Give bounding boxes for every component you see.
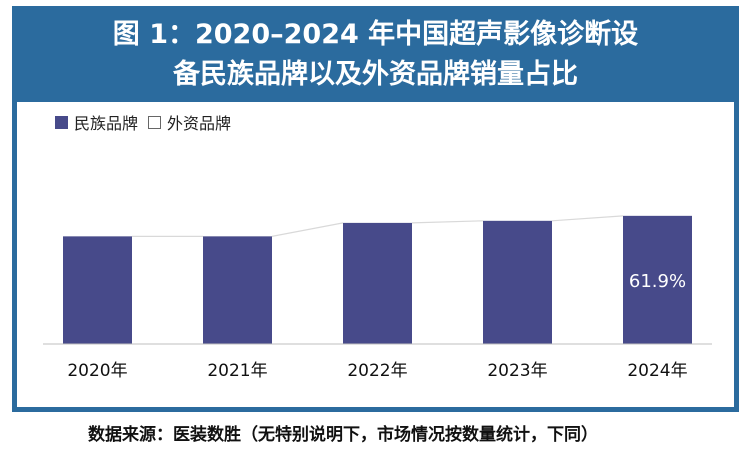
bar-foreign-3 (483, 137, 552, 221)
gap-column (412, 137, 483, 344)
x-tick-label: 2021年 (207, 361, 267, 381)
chart-title: 图 1：2020–2024 年中国超声影像诊断设 备民族品牌以及外资品牌销量占比 (12, 6, 739, 102)
x-tick-label: 2020年 (67, 361, 127, 381)
bar-domestic-1 (203, 236, 272, 344)
x-tick-label: 2024年 (627, 361, 687, 381)
legend-item-foreign: 外资品牌 (148, 110, 231, 134)
legend-item-domestic: 民族品牌 (55, 110, 138, 134)
bar-chart: 2020年 2021年 2022年 2023年 2024年 61.9% (43, 137, 734, 381)
chart-frame: 图 1：2020–2024 年中国超声影像诊断设 备民族品牌以及外资品牌销量占比… (12, 6, 739, 412)
bar-foreign-1 (203, 137, 272, 237)
bar-foreign-0 (63, 137, 132, 237)
x-tick-label: 2022年 (347, 361, 407, 381)
title-line-1: 图 1：2020–2024 年中国超声影像诊断设 (112, 19, 639, 50)
legend-swatch-foreign (148, 115, 162, 129)
data-label: 61.9% (629, 271, 686, 292)
gap-column (272, 137, 343, 344)
gap-column (132, 137, 203, 344)
bar-domestic-0 (63, 236, 132, 344)
gap-column (692, 137, 734, 344)
bar-foreign-4 (623, 137, 692, 216)
bar-domestic-3 (483, 220, 552, 344)
legend-label-domestic: 民族品牌 (74, 114, 139, 133)
gap-column (552, 137, 623, 344)
bar-domestic-4 (623, 215, 692, 344)
legend-label-foreign: 外资品牌 (167, 114, 232, 133)
legend: 民族品牌 外资品牌 (55, 110, 241, 134)
bar-foreign-2 (343, 137, 412, 223)
legend-swatch-domestic (55, 115, 68, 129)
title-line-2: 备民族品牌以及外资品牌销量占比 (173, 59, 578, 90)
chart-panel: 民族品牌 外资品牌 2020年 2021年 2022年 2023年 2024年 61.9% (17, 102, 734, 407)
source-note: 数据来源：医装数胜（无特别说明下，市场情况按数量统计，下同） (88, 425, 598, 445)
bar-domestic-2 (343, 222, 412, 344)
x-tick-label: 2023年 (487, 361, 547, 381)
